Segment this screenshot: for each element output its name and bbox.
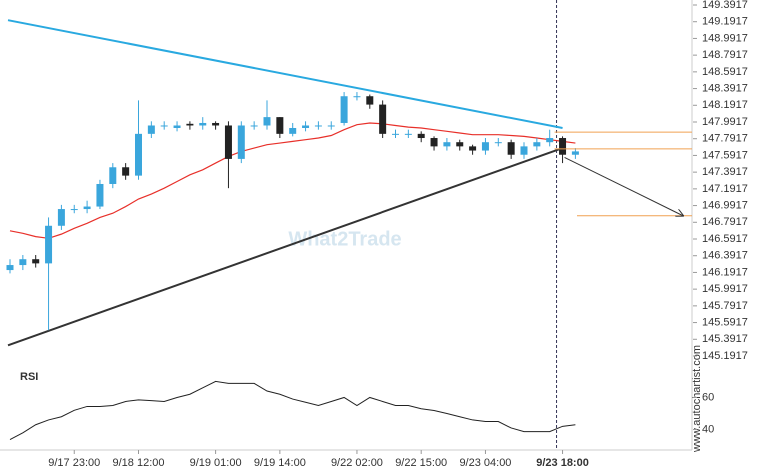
x-tick-label: 9/19 14:00	[254, 457, 306, 469]
candle-body	[250, 125, 258, 127]
y-tick-label: 145.1917	[702, 350, 748, 362]
candle-body	[276, 117, 284, 134]
candle-body	[417, 133, 425, 139]
candle-body	[494, 142, 502, 144]
candle-body	[469, 146, 477, 151]
y-tick-label: 145.5917	[702, 316, 748, 328]
x-tick-label: 9/17 23:00	[48, 457, 100, 469]
candle-body	[327, 125, 335, 127]
candle-body	[83, 206, 91, 210]
rsi-tick-label: 40	[702, 423, 714, 435]
y-tick-label: 148.3917	[702, 82, 748, 94]
candle-body	[186, 123, 194, 126]
rsi-label: RSI	[20, 371, 38, 383]
y-tick-label: 146.7917	[702, 216, 748, 228]
source: www.autochartist.com	[691, 345, 703, 453]
candle-body	[160, 125, 168, 127]
trendline	[7, 19, 563, 129]
candle-body	[340, 96, 348, 123]
candle-body	[392, 133, 399, 135]
y-tick-label: 147.7917	[702, 133, 748, 145]
y-tick-label: 148.5917	[702, 66, 748, 78]
candle-body	[302, 125, 310, 128]
candle-body	[456, 142, 464, 147]
moving-average	[9, 122, 576, 239]
y-tick-label: 145.3917	[702, 333, 748, 345]
candle-body	[32, 259, 40, 264]
y-tick-label: 149.1917	[702, 16, 748, 28]
y-tick-label: 148.9917	[702, 32, 748, 44]
candle-body	[173, 125, 181, 128]
candle-body	[481, 142, 489, 151]
candle-body	[404, 133, 412, 135]
candle-body	[19, 259, 27, 266]
candle-body	[237, 125, 245, 159]
candle-body	[571, 151, 579, 155]
candle-body	[443, 142, 451, 147]
candle-body	[520, 146, 528, 155]
y-tick-label: 146.3917	[702, 250, 748, 262]
x-tick-label: 9/23 04:00	[459, 457, 511, 469]
y-tick-label: 147.3917	[702, 166, 748, 178]
y-tick-label: 147.9917	[702, 116, 748, 128]
candle-body	[289, 127, 297, 134]
candle-body	[57, 209, 65, 226]
x-tick-label: 9/19 01:00	[190, 457, 242, 469]
candle-body	[533, 142, 541, 147]
y-tick-label: 145.9917	[702, 283, 748, 295]
y-tick-label: 147.5917	[702, 149, 748, 161]
candle-body	[135, 133, 142, 176]
candle-body	[353, 96, 361, 98]
candle-body	[109, 167, 117, 184]
y-tick-label: 145.7917	[702, 300, 748, 312]
candle-body	[122, 167, 130, 176]
y-tick-label: 146.5917	[702, 233, 748, 245]
candle-body	[559, 138, 567, 155]
forecast-arrow	[564, 156, 683, 215]
candle-body	[45, 225, 53, 264]
candle-body	[224, 125, 232, 159]
y-tick-label: 149.3917	[702, 0, 748, 11]
watermark: What2Trade	[288, 228, 401, 250]
candle-body	[6, 265, 14, 271]
candle-body	[212, 122, 220, 126]
candle-body	[70, 209, 78, 211]
candle-body	[430, 138, 438, 147]
x-tick-label: 9/18 12:00	[113, 457, 165, 469]
candle-body	[507, 142, 515, 155]
candle-body	[147, 125, 155, 134]
x-tick-label: 9/22 15:00	[395, 457, 447, 469]
x-tick-label: 9/22 02:00	[331, 457, 383, 469]
y-tick-label: 148.1917	[702, 99, 748, 111]
rsi-line	[9, 380, 576, 441]
y-tick-label: 146.9917	[702, 199, 748, 211]
candle-body	[546, 138, 554, 143]
candle-body	[366, 96, 374, 105]
trendline	[7, 147, 563, 347]
y-tick-label: 148.7917	[702, 49, 748, 61]
x-tick-label: 9/23 18:00	[536, 457, 589, 469]
candle-body	[199, 122, 207, 126]
candle-body	[314, 125, 322, 127]
rsi-tick-label: 60	[702, 391, 714, 403]
y-tick-label: 146.1917	[702, 266, 748, 278]
candle-body	[263, 117, 271, 126]
candle-body	[96, 183, 104, 207]
candle-body	[379, 104, 387, 134]
y-tick-label: 147.1917	[702, 183, 748, 195]
